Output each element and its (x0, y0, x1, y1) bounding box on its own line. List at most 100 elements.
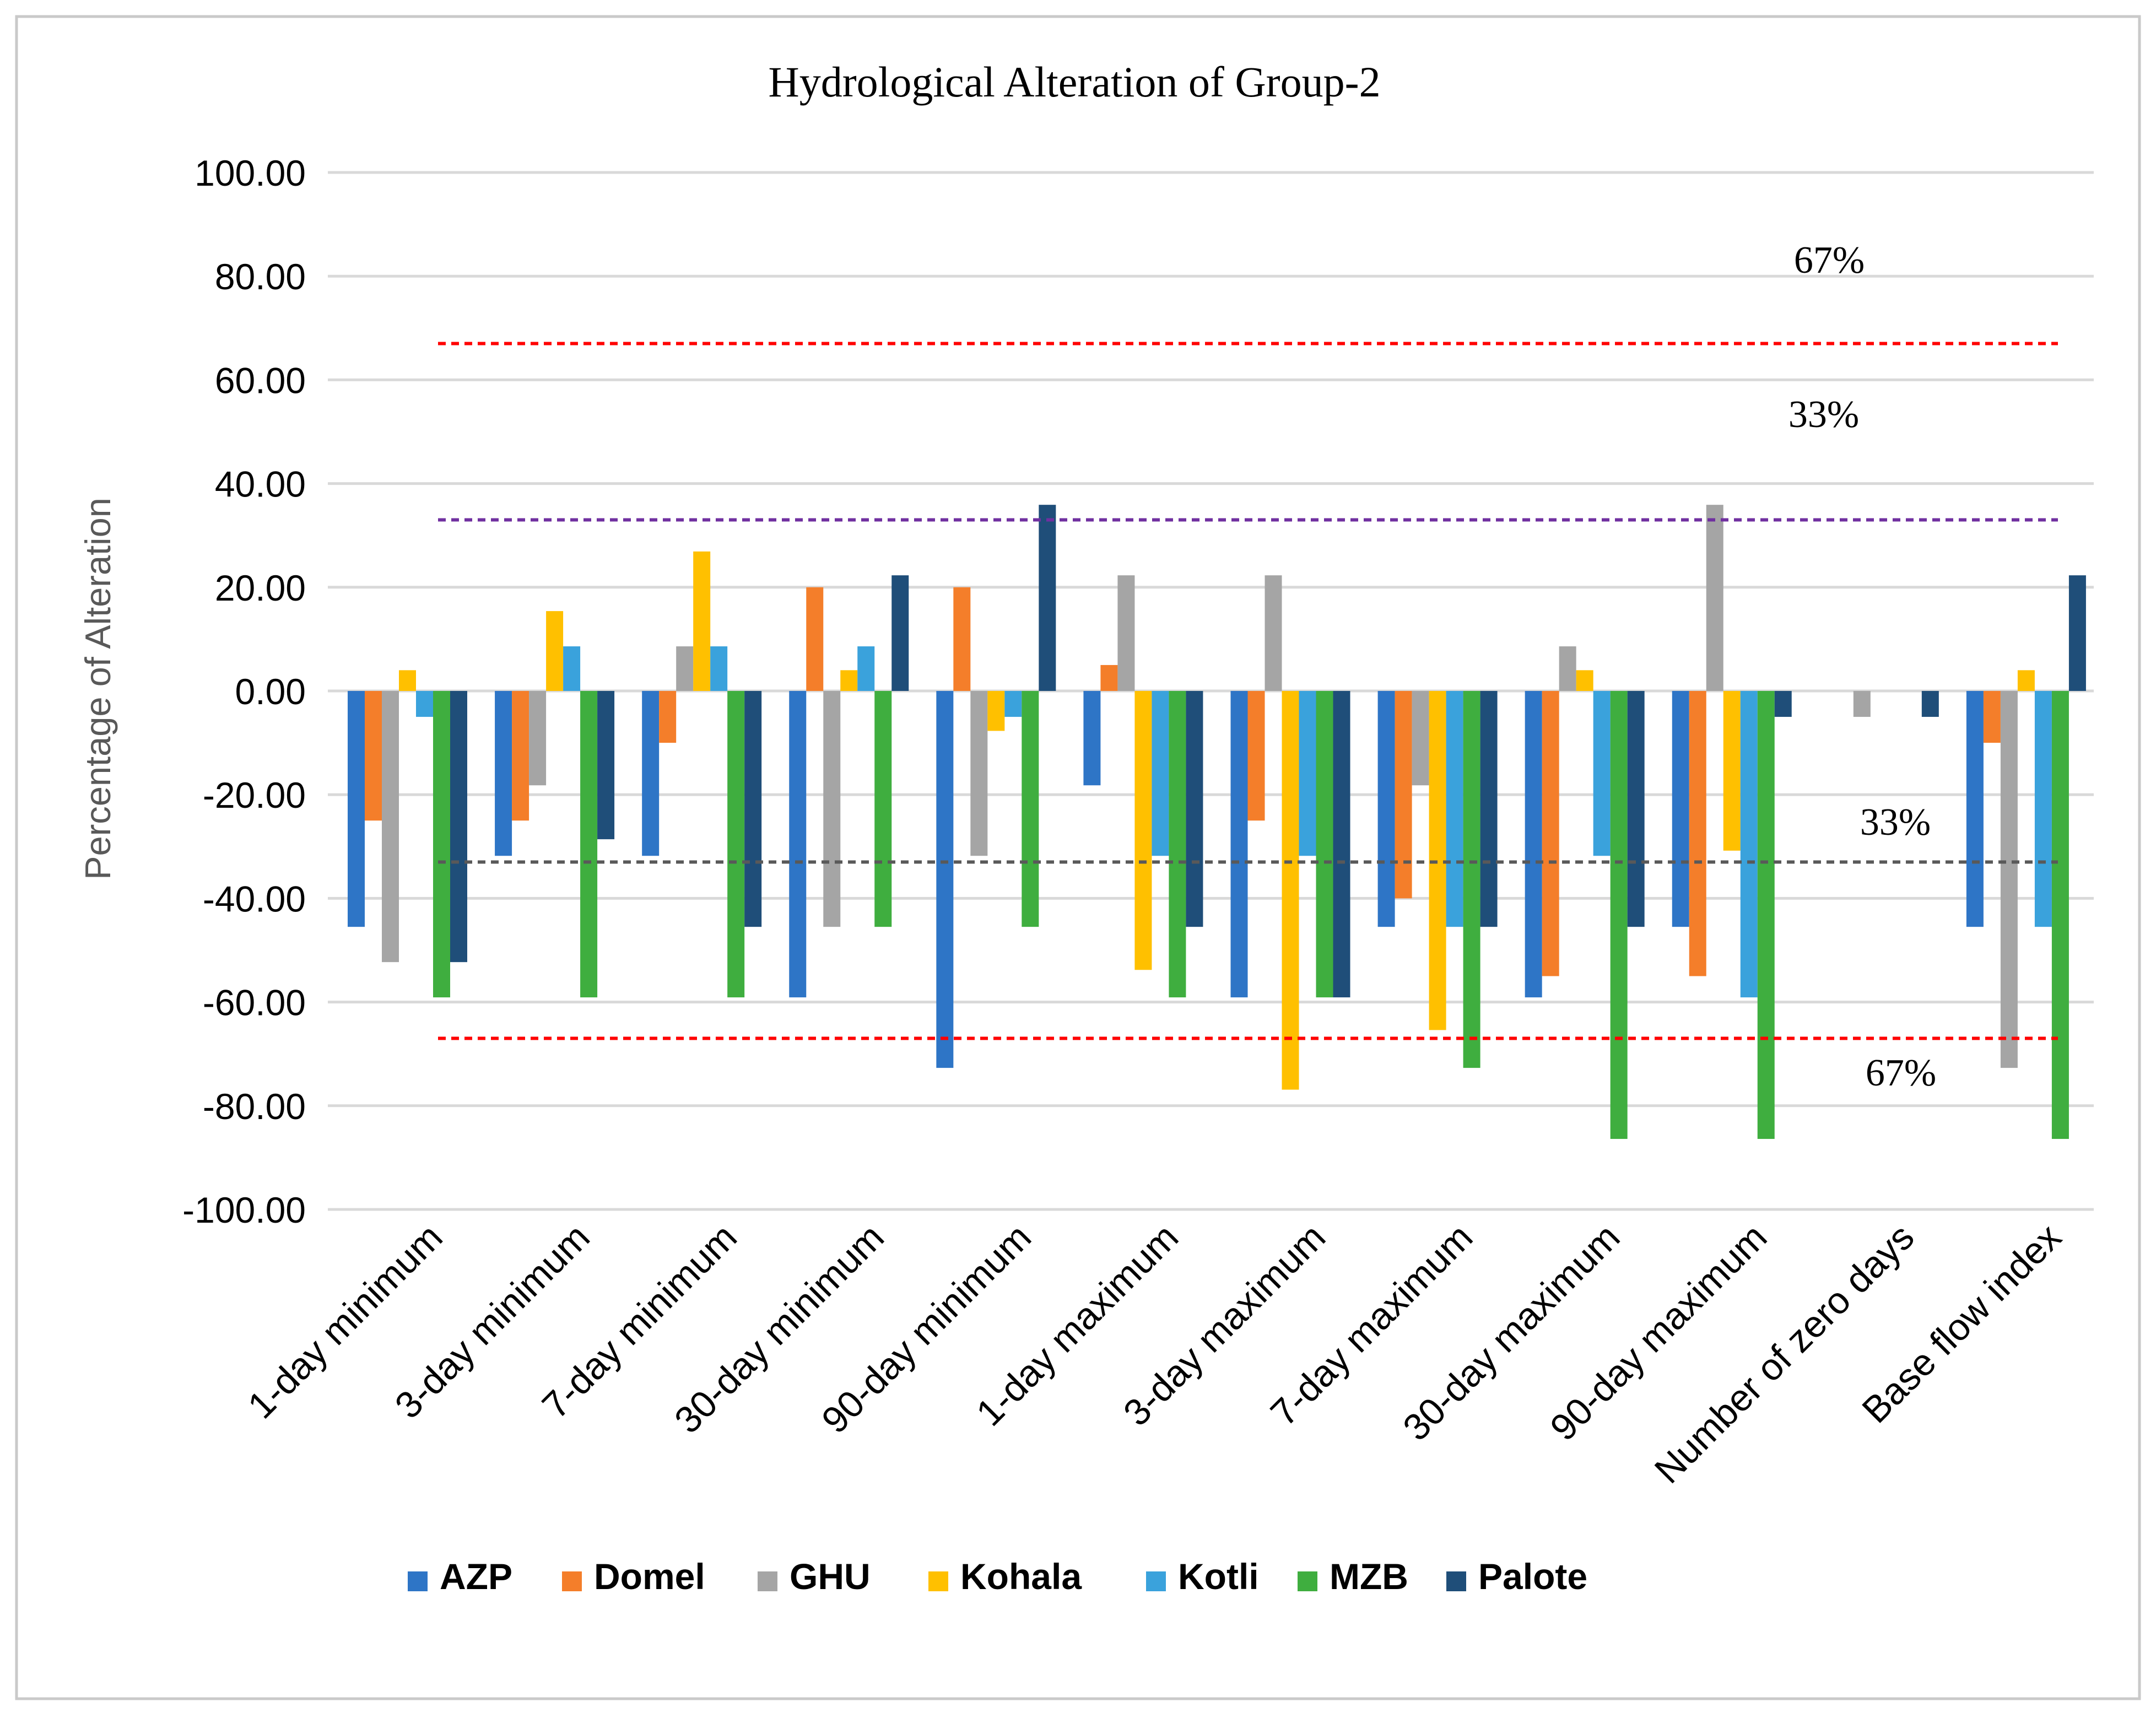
bar-azp-3 (789, 691, 807, 998)
bar-domel-5 (1100, 664, 1118, 691)
bar-domel-3 (806, 587, 824, 691)
bar-mzb-11 (2051, 691, 2069, 1139)
legend-swatch-azp (408, 1571, 428, 1591)
y-tick-label: -80.00 (203, 1086, 306, 1127)
bar-mzb-9 (1757, 691, 1775, 1139)
bar-kotli-2 (710, 646, 728, 691)
chart-title: Hydrological Alteration of Group-2 (768, 58, 1380, 106)
reference-lines-layer: 67% 33% 33% 67% (438, 239, 2058, 1094)
y-tick-label: 100.00 (194, 153, 306, 193)
bar-ghu-7 (1412, 691, 1429, 786)
reference-line-label: 67% (1866, 1052, 1936, 1094)
bar-mzb-0 (433, 691, 450, 998)
bar-kohala-11 (2017, 670, 2035, 691)
legend-swatch-mzb (1298, 1571, 1317, 1591)
bar-kohala-6 (1282, 691, 1299, 1090)
bar-mzb-7 (1463, 691, 1480, 1068)
reference-line-label: 33% (1788, 393, 1859, 436)
reference-line-label: 33% (1860, 801, 1931, 844)
legend-label-kotli: Kotli (1178, 1556, 1259, 1597)
legend-label-mzb: MZB (1330, 1556, 1408, 1597)
bar-kotli-11 (2034, 691, 2052, 927)
bar-mzb-5 (1169, 691, 1186, 998)
y-tick-label: -100.00 (182, 1190, 306, 1230)
bar-kotli-0 (416, 691, 433, 717)
bar-ghu-10 (1853, 691, 1871, 717)
legend-label-kohala: Kohala (960, 1556, 1082, 1597)
bar-ghu-9 (1706, 505, 1723, 691)
bar-palote-5 (1186, 691, 1203, 927)
bar-palote-10 (1921, 691, 1939, 717)
bar-azp-5 (1083, 691, 1101, 786)
legend-label-palote: Palote (1478, 1556, 1587, 1597)
legend-label-azp: AZP (440, 1556, 512, 1597)
bar-kohala-4 (987, 691, 1005, 731)
y-tick-label: 40.00 (215, 464, 306, 505)
bar-domel-0 (365, 691, 382, 821)
bar-palote-11 (2068, 575, 2086, 691)
bar-domel-2 (659, 691, 677, 743)
bar-palote-8 (1627, 691, 1645, 927)
bar-kotli-5 (1152, 691, 1169, 856)
bar-azp-9 (1672, 691, 1689, 927)
bar-palote-1 (597, 691, 615, 840)
legend: AZP Domel GHU Kohala Kotli MZB Palote (408, 1556, 1587, 1597)
bar-ghu-3 (823, 691, 841, 927)
bar-palote-0 (450, 691, 467, 963)
bar-kohala-3 (840, 670, 858, 691)
y-axis-label: Percentage of Alteration (78, 498, 118, 880)
bar-kotli-9 (1740, 691, 1758, 998)
bar-azp-6 (1230, 691, 1248, 998)
bars-layer (348, 505, 2086, 1139)
bar-ghu-8 (1559, 646, 1576, 691)
bar-mzb-6 (1316, 691, 1333, 998)
y-tick-label: 0.00 (235, 671, 306, 712)
y-tick-label: 80.00 (215, 256, 306, 297)
bar-palote-6 (1333, 691, 1350, 998)
bar-mzb-4 (1022, 691, 1039, 927)
bar-kotli-7 (1446, 691, 1463, 927)
bar-kotli-1 (563, 646, 581, 691)
bar-kohala-8 (1576, 670, 1593, 691)
bar-kohala-5 (1134, 691, 1152, 970)
y-tick-label: 60.00 (215, 360, 306, 401)
bar-kohala-2 (693, 551, 711, 691)
legend-swatch-kohala (928, 1571, 948, 1591)
bar-domel-1 (512, 691, 529, 821)
bar-azp-0 (348, 691, 365, 927)
bar-mzb-2 (727, 691, 745, 998)
y-tick-label: -20.00 (203, 775, 306, 815)
bar-palote-3 (891, 575, 909, 691)
bar-azp-8 (1525, 691, 1542, 998)
bar-domel-8 (1542, 691, 1559, 976)
bar-ghu-0 (382, 691, 399, 963)
bar-domel-7 (1395, 691, 1412, 899)
bar-azp-4 (936, 691, 954, 1068)
bar-azp-1 (495, 691, 512, 856)
bar-mzb-8 (1610, 691, 1628, 1139)
reference-line-label: 67% (1794, 239, 1865, 282)
legend-swatch-ghu (758, 1571, 777, 1591)
y-tick-label: -60.00 (203, 982, 306, 1023)
y-tick-label: -40.00 (203, 878, 306, 919)
bar-ghu-1 (529, 691, 547, 786)
bar-ghu-5 (1117, 575, 1135, 691)
legend-swatch-domel (562, 1571, 582, 1591)
bar-palote-2 (744, 691, 762, 927)
bar-palote-4 (1039, 505, 1056, 691)
bar-palote-9 (1774, 691, 1792, 717)
bar-azp-11 (1966, 691, 1984, 927)
bar-domel-6 (1247, 691, 1265, 821)
chart-border (15, 15, 2141, 1700)
bar-kotli-3 (857, 646, 875, 691)
bar-ghu-4 (970, 691, 988, 856)
bar-kotli-8 (1593, 691, 1611, 856)
bar-kohala-0 (399, 670, 416, 691)
bar-palote-7 (1480, 691, 1498, 927)
grid-layer: 100.00 80.00 60.00 40.00 20.00 0.00 -20.00 -40.… (182, 153, 2094, 1230)
bar-ghu-2 (676, 646, 694, 691)
bar-kohala-1 (546, 611, 564, 691)
legend-swatch-palote (1446, 1571, 1466, 1591)
bar-ghu-6 (1265, 575, 1282, 691)
